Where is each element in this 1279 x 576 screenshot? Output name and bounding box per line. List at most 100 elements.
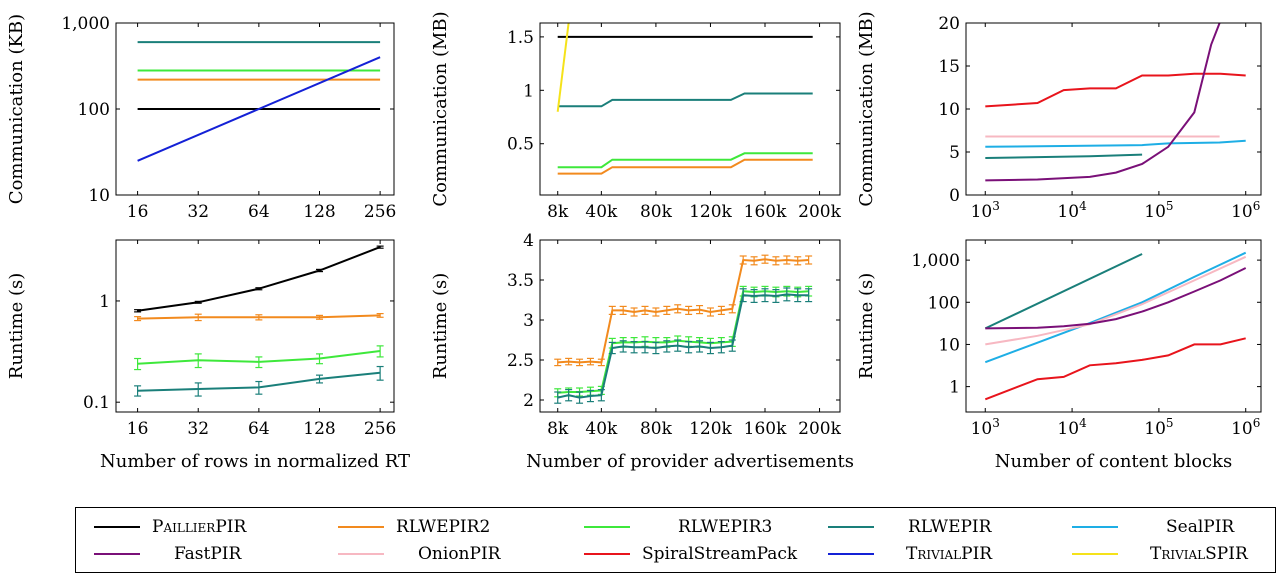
x-tick-label: 120k <box>689 202 732 222</box>
legend-swatch <box>94 553 140 555</box>
legend-swatch <box>584 526 630 528</box>
legend-item-spiralstreampack: SpiralStreamPack <box>584 541 797 567</box>
x-tick-label: 256 <box>364 202 396 222</box>
x-tick-label: 104 <box>1057 199 1087 222</box>
y-tick-label: 0.1 <box>83 393 110 413</box>
legend-item-trivialspir: TrivialSPIR <box>1072 541 1248 567</box>
legend-label: TrivialPIR <box>906 544 993 564</box>
legend-label: SealPIR <box>1166 517 1235 537</box>
series-line-spiralstreampack <box>985 72 1246 108</box>
legend-swatch <box>1072 553 1118 555</box>
legend-item-rlwepir: RLWEPIR <box>828 514 991 540</box>
legend-label: SpiralStreamPack <box>642 544 798 564</box>
y-tick-label: 2.5 <box>507 351 534 371</box>
series-line-paillierpir <box>137 246 381 312</box>
legend-item-trivialpir: TrivialPIR <box>828 541 992 567</box>
x-tick-label: 128 <box>303 419 335 439</box>
legend-swatch <box>94 526 140 528</box>
y-tick-label: 1 <box>99 292 110 312</box>
y-tick-label: 0.5 <box>507 135 534 155</box>
x-tick-label: 80k <box>640 419 673 439</box>
x-tick-label: 40k <box>585 419 618 439</box>
x-tick-label: 160k <box>744 419 787 439</box>
y-axis-title: Runtime (s) <box>430 273 451 379</box>
legend-swatch <box>828 553 874 555</box>
legend-swatch <box>828 526 874 528</box>
x-tick-label: 16 <box>127 419 149 439</box>
x-tick-label: 103 <box>971 199 1000 222</box>
x-tick-label: 106 <box>1231 416 1260 439</box>
legend-swatch <box>338 553 384 555</box>
plot-frame <box>965 239 1262 413</box>
x-tick-label: 200k <box>798 419 841 439</box>
plot-frame <box>539 22 841 196</box>
x-tick-label: 8k <box>547 419 569 439</box>
x-tick-label: 32 <box>187 419 209 439</box>
x-tick-label: 40k <box>585 202 618 222</box>
y-tick-label: 1 <box>949 378 960 398</box>
x-tick-label: 128 <box>303 202 335 222</box>
x-tick-label: 120k <box>689 419 732 439</box>
series-line-rlwepir3 <box>557 290 809 394</box>
legend-label: FastPIR <box>174 544 242 564</box>
x-tick-label: 80k <box>640 202 673 222</box>
legend-item-onionpir: OnionPIR <box>338 541 500 567</box>
legend-label: PaillierPIR <box>152 517 247 537</box>
y-tick-label: 1,000 <box>61 14 110 34</box>
series-line-rlwepir <box>557 92 813 108</box>
y-tick-label: 4 <box>523 231 534 251</box>
series-line-onionpir <box>985 255 1247 346</box>
panel-runtime-blocks: 103 104 105 106 1 10 100 1,000 Runtime (s) Number… <box>856 239 1262 472</box>
x-tick-label: 64 <box>248 202 270 222</box>
y-tick-label: 20 <box>938 14 960 34</box>
panel-communication-advertisements: 8k 40k 80k 120k 160k 200k 0.5 1 1.5 Communication… <box>430 11 842 222</box>
plot-frame <box>539 239 841 413</box>
x-tick-label: 105 <box>1144 199 1173 222</box>
series-line-rlwepir <box>985 153 1143 159</box>
series-line-trivialpir <box>137 56 381 162</box>
y-tick-label: 10 <box>938 335 960 355</box>
legend-item-fastpir: FastPIR <box>94 541 241 567</box>
legend-item-rlwepir3: RLWEPIR3 <box>584 514 772 540</box>
legend-item-paillierpir: PaillierPIR <box>94 514 246 540</box>
y-axis-title: Runtime (s) <box>856 273 877 379</box>
panel-communication-rows: 16 32 64 128 256 10 100 1,000 Communication (KB) <box>6 14 396 222</box>
legend-label: RLWEPIR <box>908 517 992 537</box>
y-tick-label: 1.5 <box>507 28 534 48</box>
y-tick-label: 10 <box>88 186 110 206</box>
x-axis-title: Number of provider advertisements <box>526 451 854 472</box>
x-tick-label: 64 <box>248 419 270 439</box>
y-axis-title: Communication (MB) <box>856 11 877 206</box>
x-axis-title: Number of rows in normalized RT <box>100 451 410 472</box>
x-tick-label: 104 <box>1057 416 1087 439</box>
series-line-sealpir <box>985 139 1246 148</box>
x-tick-label: 160k <box>744 202 787 222</box>
x-tick-label: 32 <box>187 202 209 222</box>
x-tick-label: 105 <box>1144 416 1173 439</box>
x-tick-label: 16 <box>127 202 149 222</box>
legend-swatch <box>338 526 384 528</box>
series-line-sealpir <box>984 251 1247 364</box>
x-tick-label: 103 <box>971 416 1000 439</box>
y-tick-label: 3 <box>523 311 534 331</box>
legend-item-rlwepir2: RLWEPIR2 <box>338 514 490 540</box>
legend: PaillierPIR RLWEPIR2 RLWEPIR3 RLWEPIR Se… <box>75 507 1276 573</box>
panel-runtime-advertisements: 8k 40k 80k 120k 160k 200k 2 2.5 3 3.5 4 Runtime (s)… <box>430 231 854 472</box>
series-line-rlwepir3 <box>557 152 813 169</box>
series-line-rlwepir <box>984 253 1143 330</box>
plot-frame <box>115 239 395 413</box>
legend-swatch <box>1072 526 1118 528</box>
x-axis-title: Number of content blocks <box>995 451 1232 472</box>
y-tick-label: 1,000 <box>911 251 960 271</box>
series-line-rlwepir <box>557 293 809 399</box>
y-axis-title: Runtime (s) <box>6 273 27 379</box>
y-axis-title: Communication (KB) <box>6 14 27 204</box>
legend-item-sealpir: SealPIR <box>1072 514 1234 540</box>
x-tick-label: 106 <box>1231 199 1260 222</box>
legend-label: OnionPIR <box>418 544 501 564</box>
y-tick-label: 10 <box>938 100 960 120</box>
y-tick-label: 100 <box>928 293 960 313</box>
x-tick-label: 200k <box>798 202 841 222</box>
y-tick-label: 1 <box>523 81 534 101</box>
series-line-rlwepir2 <box>557 258 809 364</box>
